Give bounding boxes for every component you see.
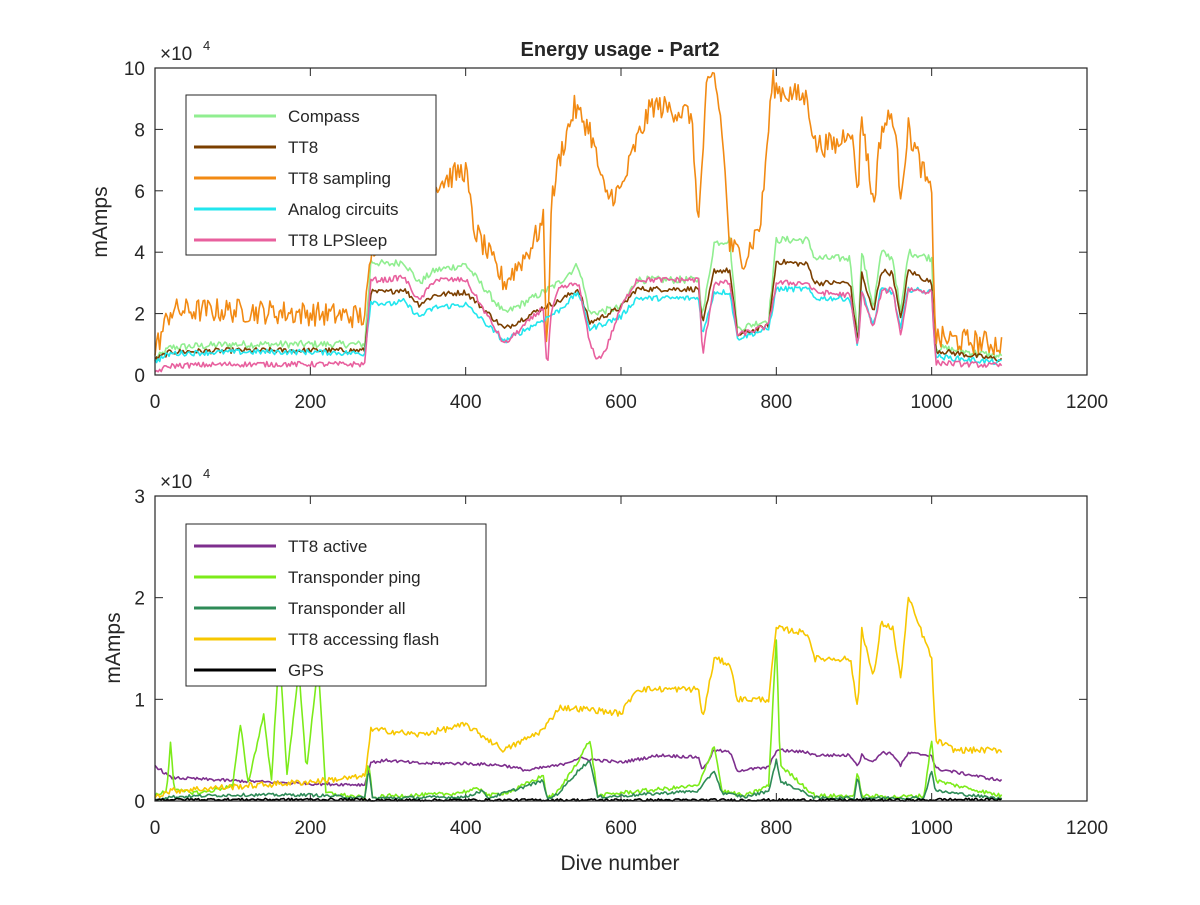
top-y-tick-label: 10 [124,59,145,80]
top-x-tick-label: 1200 [1066,392,1108,413]
bottom-x-tick-label: 1000 [911,818,953,839]
top-plot-frame [154,67,1088,376]
legend-label-tt8: TT8 [288,138,318,157]
bottom-ticks: 0 200 400 600 800 1000 1200 0 1 2 3 [134,487,1108,839]
series-line-compass [154,235,1003,361]
svg-text:×10: ×10 [160,44,192,65]
bottom-x-tick-label: 200 [294,818,326,839]
top-x-tick-label: 600 [605,392,637,413]
top-exponent-label: ×10 4 [160,38,210,65]
top-ticks: 0 200 400 600 800 1000 1200 0 2 4 6 8 10 [124,59,1108,413]
series-line-transponder-all [154,758,1003,801]
top-y-axis-label: mAmps [89,186,112,257]
series-line-gps [154,797,1002,802]
legend-label-compass: Compass [288,107,360,126]
top-x-tick-label: 0 [150,392,161,413]
bottom-plot-frame [154,495,1088,802]
top-exponent-power: 4 [203,38,210,53]
legend-label-analog-circuits: Analog circuits [288,200,399,219]
top-legend: Compass TT8 TT8 sampling Analog circuits TT8… [185,94,437,256]
bottom-legend-box [185,523,487,687]
top-x-tick-label: 1000 [911,392,953,413]
bottom-x-tick-label: 1200 [1066,818,1108,839]
bottom-legend: TT8 active Transponder ping Transponder al… [185,523,487,687]
svg-text:×10: ×10 [160,472,192,493]
chart-title: Energy usage - Part2 [521,39,720,61]
bottom-y-axis-label: mAmps [102,612,125,683]
bottom-x-tick-label: 800 [760,818,792,839]
top-y-tick-label: 8 [134,120,145,141]
bottom-x-tick-label: 400 [450,818,482,839]
top-y-tick-label: 0 [134,366,145,387]
series-line-tt8-lpsleep [154,274,1003,373]
top-y-tick-label: 4 [134,243,145,264]
bottom-x-tick-label: 600 [605,818,637,839]
top-x-tick-label: 400 [450,392,482,413]
series-line-tt8-accessing-flash [154,596,1003,799]
legend-label-tt8-accessing-flash: TT8 accessing flash [288,630,439,649]
legend-label-tt8-lpsleep: TT8 LPSleep [288,231,387,250]
top-series-group [154,69,1003,373]
legend-label-gps: GPS [288,661,324,680]
bottom-panel: 0 200 400 600 800 1000 1200 0 1 2 3 mAmps Dive num… [102,466,1108,875]
series-line-tt8-sampling [154,69,1003,356]
top-x-tick-label: 800 [760,392,792,413]
bottom-x-tick-label: 0 [150,818,161,839]
series-line-tt8 [154,258,1003,363]
legend-label-transponder-ping: Transponder ping [288,568,421,587]
top-panel: Energy usage - Part2 0 200 400 600 800 1000 12… [89,38,1108,413]
bottom-exponent-label: ×10 4 [160,466,210,493]
bottom-y-tick-label: 3 [134,487,145,508]
top-y-tick-label: 6 [134,182,145,203]
top-exponent-prefix: × [160,44,171,65]
bottom-y-tick-label: 0 [134,792,145,813]
bottom-series-group [154,596,1003,802]
bottom-exponent-prefix: × [160,472,171,493]
top-exponent-base: 10 [171,44,192,65]
top-y-tick-label: 2 [134,305,145,326]
legend-label-tt8-active: TT8 active [288,537,367,556]
bottom-exponent-power: 4 [203,466,210,481]
bottom-exponent-base: 10 [171,472,192,493]
top-legend-box [185,94,437,256]
legend-label-transponder-all: Transponder all [288,599,406,618]
top-x-tick-label: 200 [294,392,326,413]
legend-label-tt8-sampling: TT8 sampling [288,169,391,188]
bottom-y-tick-label: 2 [134,589,145,610]
bottom-x-axis-label: Dive number [560,852,679,875]
bottom-y-tick-label: 1 [134,690,145,711]
